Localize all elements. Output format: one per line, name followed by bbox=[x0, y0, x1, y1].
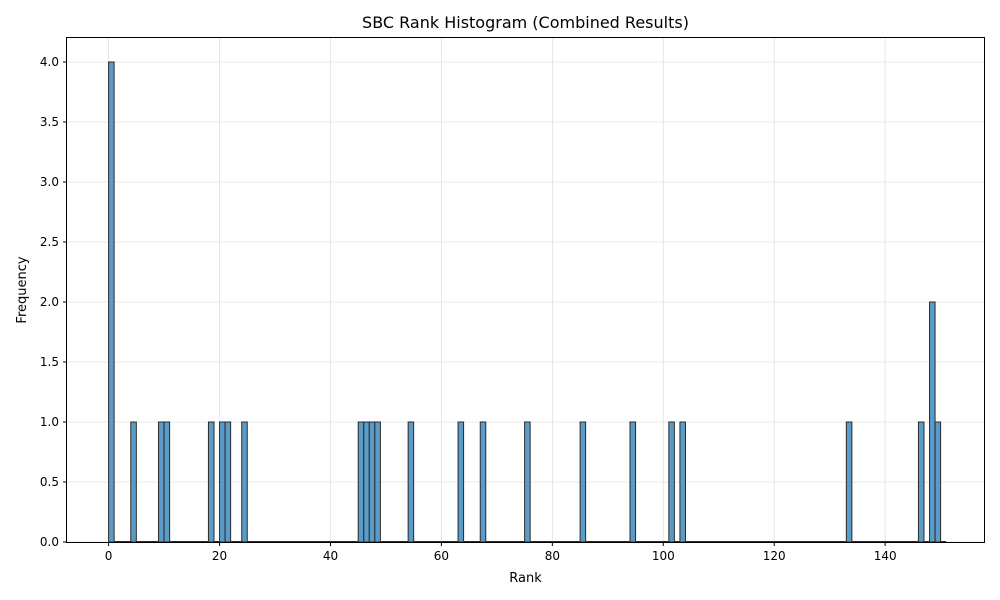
y-tick-label: 0.5 bbox=[40, 475, 59, 489]
x-axis-ticks: 0 20 40 60 80 100 120 140 bbox=[105, 542, 897, 563]
y-tick-label: 3.5 bbox=[40, 115, 59, 129]
y-tick-label: 1.0 bbox=[40, 415, 59, 429]
x-tick-label: 20 bbox=[212, 549, 227, 563]
histogram-bars bbox=[108, 61, 947, 543]
plot-frame bbox=[66, 37, 985, 543]
histogram-bar bbox=[207, 421, 215, 543]
histogram-bar bbox=[363, 421, 370, 543]
x-tick-label: 100 bbox=[652, 549, 675, 563]
histogram-bar bbox=[917, 421, 925, 543]
histogram-bar bbox=[845, 421, 853, 543]
histogram-bar bbox=[163, 421, 171, 543]
histogram-bar bbox=[457, 421, 465, 543]
y-tick-label: 0.0 bbox=[40, 535, 59, 549]
histogram-bar bbox=[407, 421, 415, 543]
histogram-bar bbox=[368, 421, 376, 543]
y-axis-label: Frequency bbox=[15, 256, 30, 323]
x-axis-label: Rank bbox=[509, 571, 542, 586]
x-tick-label: 80 bbox=[545, 549, 560, 563]
y-tick-label: 2.0 bbox=[40, 295, 59, 309]
histogram-bar bbox=[158, 421, 165, 543]
x-tick-label: 60 bbox=[434, 549, 449, 563]
x-tick-label: 40 bbox=[323, 549, 338, 563]
x-tick-label: 140 bbox=[874, 549, 897, 563]
histogram-bar bbox=[108, 61, 115, 543]
histogram-bar bbox=[579, 421, 587, 543]
histogram-bar bbox=[357, 421, 365, 543]
histogram-bar bbox=[668, 421, 675, 543]
histogram-bar bbox=[524, 421, 531, 543]
histogram-bar bbox=[224, 421, 232, 543]
histogram-bar bbox=[679, 421, 686, 543]
histogram-bar bbox=[629, 421, 637, 543]
y-tick-label: 1.5 bbox=[40, 355, 59, 369]
y-axis-ticks: 0.0 0.5 1.0 1.5 2.0 2.5 3.0 3.5 4.0 bbox=[40, 55, 67, 549]
histogram-bar bbox=[934, 421, 942, 543]
x-tick-label: 0 bbox=[105, 549, 113, 563]
x-tick-label: 120 bbox=[763, 549, 786, 563]
y-tick-label: 4.0 bbox=[40, 55, 59, 69]
histogram-bar bbox=[479, 421, 487, 543]
y-tick-label: 2.5 bbox=[40, 235, 59, 249]
chart-title: SBC Rank Histogram (Combined Results) bbox=[362, 13, 689, 32]
histogram-bar bbox=[130, 421, 137, 543]
histogram-bar bbox=[929, 301, 936, 543]
histogram-bar bbox=[241, 421, 248, 543]
y-tick-label: 3.0 bbox=[40, 175, 59, 189]
histogram-bar bbox=[374, 421, 381, 543]
histogram-bar bbox=[219, 421, 226, 543]
